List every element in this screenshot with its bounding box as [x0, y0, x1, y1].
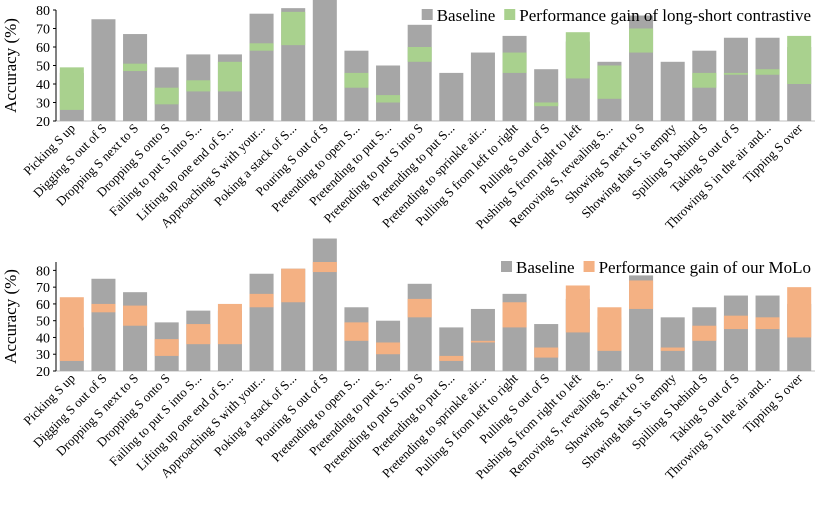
bar-segment [787, 35, 812, 84]
legend-label: Baseline [516, 258, 575, 277]
y-tick-label: 80 [36, 264, 50, 279]
bar-segment [565, 32, 590, 79]
legend-label: Performance gain of our MoLo [599, 258, 811, 277]
bar-segment [534, 347, 559, 358]
y-tick-label: 50 [36, 315, 50, 330]
bar-segment [217, 303, 242, 345]
bar-segment [723, 37, 748, 121]
bar-segment [376, 342, 401, 355]
bar-segment [534, 102, 559, 107]
legend-swatch [421, 9, 433, 20]
bar-segment [407, 283, 432, 371]
bar-segment [154, 87, 179, 105]
bar-segment [407, 47, 432, 62]
y-tick-label: 30 [36, 348, 50, 363]
bar-segment [344, 322, 369, 341]
bar-segment [597, 307, 622, 351]
bar-segment [186, 324, 211, 345]
legend-label: Performance gain of long-short contrasti… [519, 6, 811, 25]
bar-segment [123, 34, 148, 121]
bar-segment [376, 65, 401, 121]
bar-segment [470, 308, 495, 371]
y-tick-label: 20 [36, 365, 50, 380]
bar-segment [629, 28, 654, 53]
bar-segment [344, 72, 369, 88]
bar-segment [660, 61, 685, 121]
bar-segment [154, 339, 179, 356]
bar-segment [249, 43, 274, 51]
bar-segment [281, 11, 306, 46]
bar-segment [312, 262, 337, 273]
bar-segment [723, 72, 748, 75]
bar-segment [692, 72, 717, 88]
bar-segment [692, 325, 717, 341]
bar-segment [470, 52, 495, 121]
y-tick-label: 70 [36, 281, 50, 296]
legend-swatch [501, 261, 513, 272]
bar-segment [723, 295, 748, 371]
bar-segment [249, 13, 274, 122]
bar-segment [249, 293, 274, 308]
bar-segment [281, 268, 306, 303]
y-axis-label: Accuracy (%) [1, 18, 20, 113]
y-tick-label: 50 [36, 60, 50, 75]
bar-segment [502, 35, 527, 121]
y-axis-label: Accuracy (%) [1, 269, 20, 364]
bar-segment [91, 303, 116, 313]
bar-segment [59, 297, 84, 361]
bar-segment [376, 95, 401, 103]
bar-segment [470, 340, 495, 343]
bar-segment [660, 347, 685, 351]
bar-segment [123, 305, 148, 326]
bar-segment [502, 302, 527, 328]
bar-segment [217, 61, 242, 92]
y-tick-label: 60 [36, 41, 50, 56]
y-tick-label: 30 [36, 97, 50, 112]
bar-segment [723, 315, 748, 330]
y-tick-label: 70 [36, 23, 50, 38]
bar-segment [123, 63, 148, 72]
y-tick-label: 40 [36, 78, 50, 93]
y-tick-label: 40 [36, 331, 50, 346]
bar-segment [59, 67, 84, 110]
bar-segment [312, 0, 337, 121]
bar-segment [660, 317, 685, 371]
bar-segment [312, 238, 337, 371]
bar-segment [123, 292, 148, 371]
bar-segment [534, 69, 559, 121]
y-tick-label: 60 [36, 298, 50, 313]
bar-segment [502, 52, 527, 73]
bar-segment [755, 295, 780, 371]
legend-swatch [583, 261, 595, 272]
bar-segment [755, 69, 780, 75]
bar-segment [597, 65, 622, 99]
bar-segment [439, 72, 464, 121]
bar-segment [91, 19, 116, 121]
bar-segment [439, 355, 464, 361]
bar-segment [186, 80, 211, 92]
bar-segment [755, 37, 780, 121]
bar-segment [629, 280, 654, 309]
legend-label: Baseline [437, 6, 496, 25]
bar-segment [407, 298, 432, 318]
y-tick-label: 80 [36, 4, 50, 19]
bar-segment [439, 327, 464, 371]
y-tick-label: 20 [36, 115, 50, 130]
bar-segment [249, 273, 274, 371]
bar-segment [787, 287, 812, 338]
bar-segment [565, 285, 590, 333]
bar-segment [91, 278, 116, 371]
bar-segment [755, 317, 780, 330]
bar-segment [407, 24, 432, 121]
legend-swatch [504, 9, 516, 20]
